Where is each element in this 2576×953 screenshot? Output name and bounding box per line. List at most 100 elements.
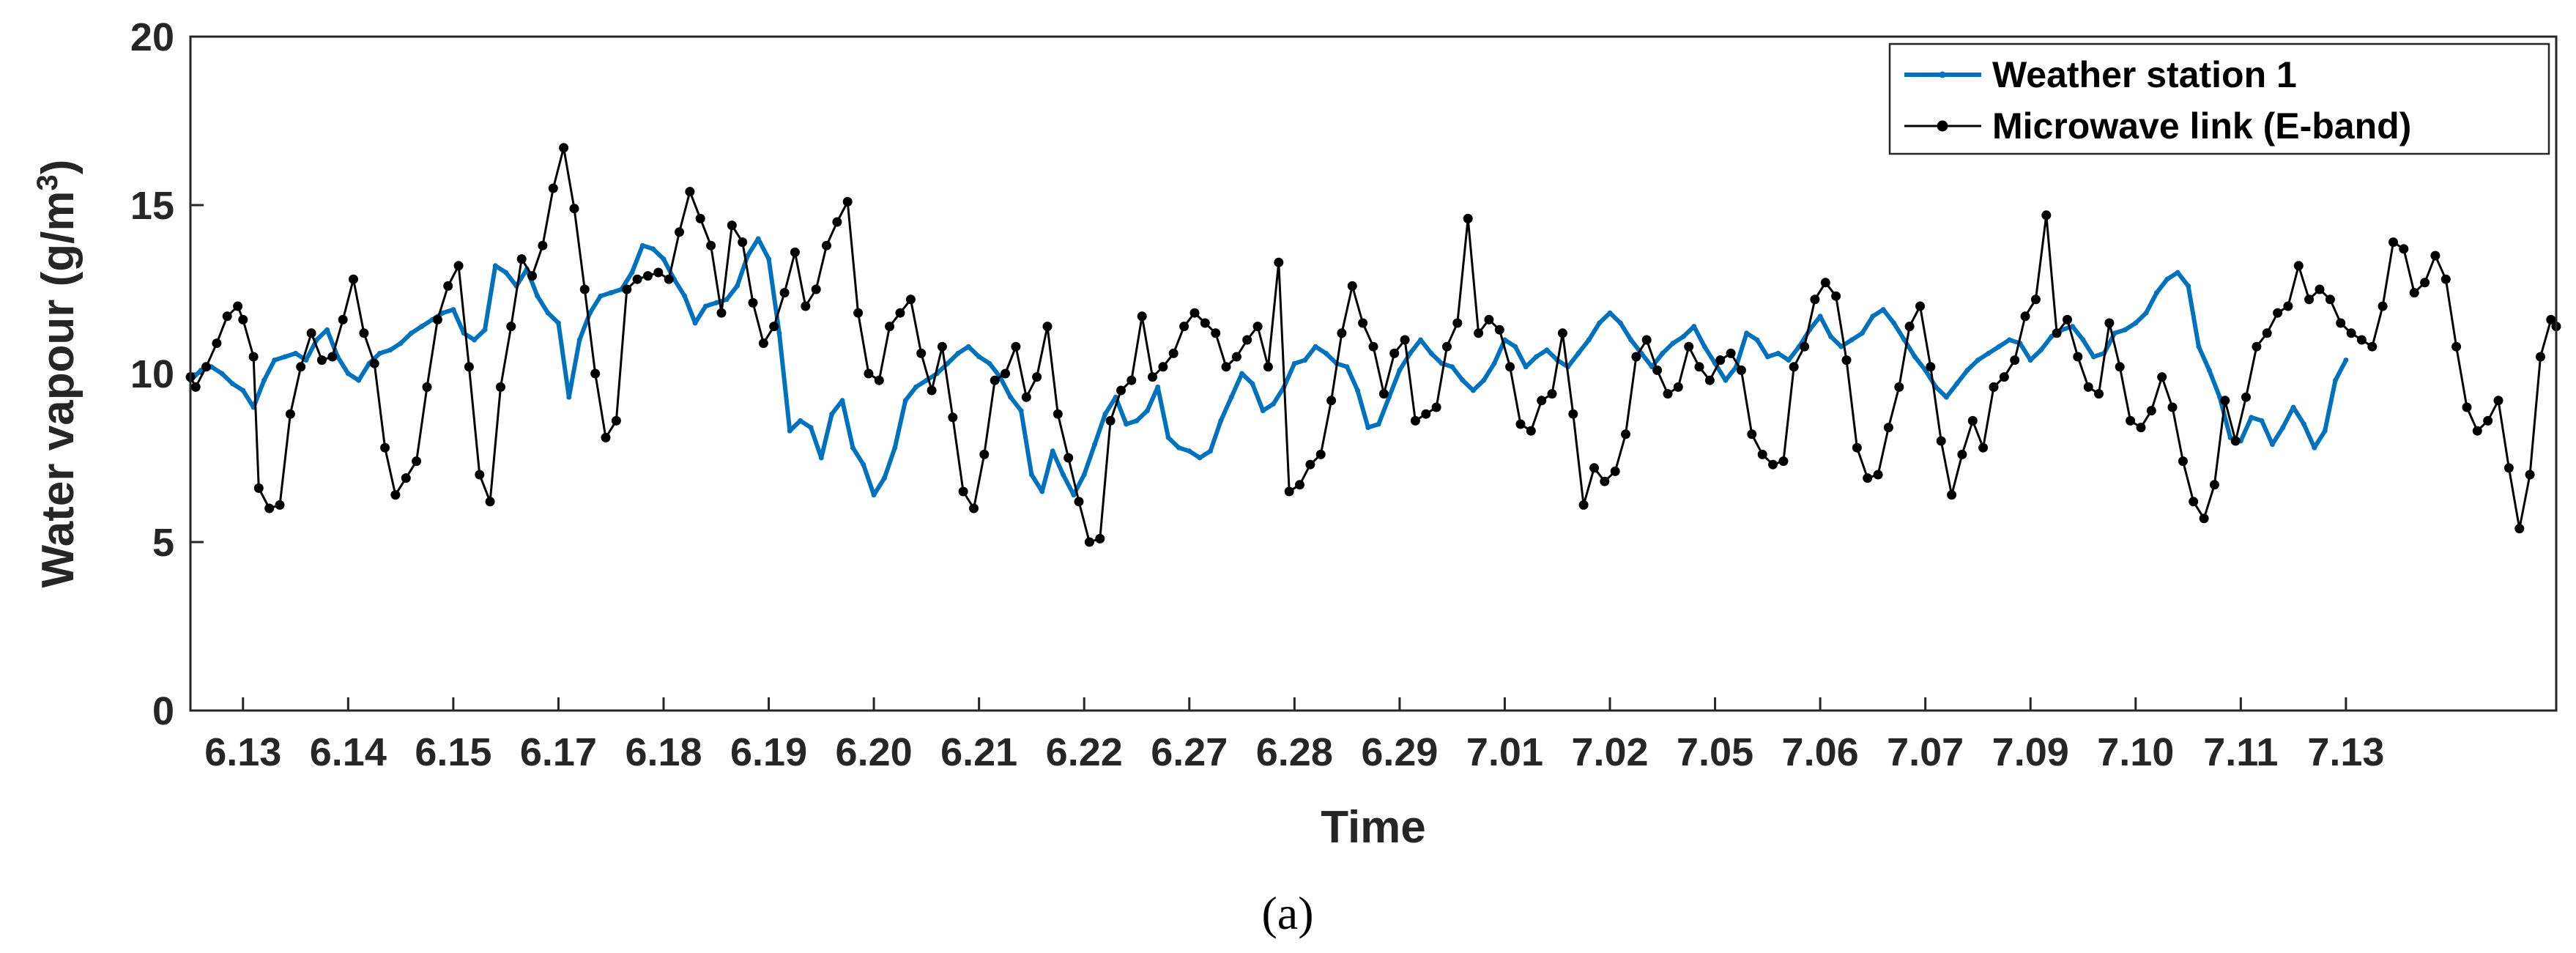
- data-point: [356, 377, 362, 383]
- data-point: [272, 357, 278, 363]
- data-point: [1986, 350, 1992, 356]
- data-point: [1894, 382, 1904, 392]
- data-point: [1460, 377, 1466, 383]
- data-point: [2080, 337, 2086, 343]
- data-point: [1092, 442, 1098, 448]
- data-point: [1326, 396, 1337, 406]
- data-point: [724, 297, 730, 303]
- data-point: [990, 375, 1000, 385]
- data-point: [1828, 333, 1833, 339]
- data-point: [380, 442, 390, 453]
- x-tick-label: 6.28: [1256, 730, 1333, 774]
- data-point: [1978, 442, 1989, 453]
- legend-label-microwave-link: Microwave link (E-band): [1992, 105, 2411, 147]
- data-point: [965, 344, 971, 349]
- data-point: [766, 256, 772, 262]
- data-point: [1926, 362, 1936, 372]
- data-point: [2483, 415, 2493, 426]
- data-point: [2143, 310, 2149, 316]
- data-point: [1673, 382, 1683, 392]
- data-point: [1084, 537, 1094, 547]
- data-point: [1061, 472, 1066, 478]
- data-point: [2199, 513, 2209, 524]
- data-point: [2136, 423, 2146, 433]
- data-point: [664, 274, 674, 284]
- data-point: [2472, 426, 2482, 436]
- data-point: [1523, 364, 1529, 370]
- data-point: [1271, 401, 1277, 407]
- data-point: [1211, 328, 1221, 338]
- data-point: [464, 362, 474, 372]
- data-point: [1915, 301, 1925, 311]
- data-point: [1365, 425, 1371, 431]
- data-point: [1221, 362, 1231, 372]
- data-point: [1008, 394, 1014, 400]
- data-point: [1597, 320, 1603, 326]
- data-point: [2430, 251, 2440, 261]
- data-point: [1397, 367, 1403, 373]
- data-point: [976, 354, 982, 360]
- data-point: [1252, 322, 1263, 332]
- data-point: [1242, 335, 1252, 345]
- data-point: [905, 294, 916, 305]
- data-point: [1410, 415, 1420, 426]
- data-point: [1337, 328, 1347, 338]
- figure-caption: (a): [1261, 887, 1313, 939]
- data-point: [948, 412, 958, 423]
- data-point: [1820, 278, 1830, 288]
- x-tick-label: 6.27: [1151, 730, 1228, 774]
- data-point: [190, 382, 201, 392]
- data-point: [801, 301, 811, 311]
- data-point: [1526, 426, 1536, 436]
- data-point: [1512, 344, 1518, 349]
- data-point: [1165, 434, 1171, 440]
- data-point: [2325, 294, 2335, 305]
- data-point: [2378, 301, 2388, 311]
- data-point: [1534, 354, 1539, 360]
- data-point: [1989, 382, 1999, 392]
- data-point: [1428, 350, 1434, 356]
- data-point: [376, 350, 382, 356]
- data-point: [882, 475, 887, 481]
- data-point: [387, 347, 393, 353]
- data-point: [559, 143, 569, 153]
- y-tick-label: 15: [130, 184, 174, 228]
- data-point: [1768, 459, 1778, 470]
- data-point: [1347, 281, 1357, 291]
- data-point: [1291, 360, 1297, 366]
- data-point: [818, 455, 824, 461]
- data-point: [1074, 497, 1084, 507]
- data-point: [839, 398, 845, 404]
- data-point: [496, 382, 505, 392]
- data-point: [2220, 396, 2230, 406]
- data-point: [1996, 344, 2002, 349]
- data-point: [1081, 472, 1087, 478]
- data-point: [2301, 421, 2306, 427]
- data-point: [1600, 476, 1610, 486]
- data-point: [316, 355, 327, 366]
- data-point: [2112, 330, 2117, 336]
- x-tick-label: 6.22: [1046, 730, 1123, 774]
- data-point: [1355, 387, 1360, 393]
- data-point: [2503, 463, 2514, 473]
- data-point: [2290, 404, 2296, 410]
- data-point: [1042, 322, 1053, 332]
- data-point: [338, 314, 348, 325]
- data-point: [2094, 389, 2104, 399]
- data-point: [2514, 524, 2525, 534]
- data-point: [248, 352, 259, 362]
- data-point: [945, 360, 951, 366]
- x-tick-label: 6.17: [520, 730, 597, 774]
- data-point: [1039, 489, 1045, 494]
- data-point: [253, 483, 264, 493]
- data-point: [1873, 470, 1883, 480]
- data-point: [2252, 341, 2262, 352]
- x-tick-label: 7.10: [2097, 730, 2174, 774]
- data-point: [758, 338, 768, 349]
- data-point: [1860, 330, 1865, 336]
- data-point: [1323, 350, 1329, 356]
- data-point: [2146, 406, 2156, 416]
- data-point: [475, 470, 485, 480]
- data-point: [1681, 333, 1686, 339]
- data-point: [1863, 473, 1873, 483]
